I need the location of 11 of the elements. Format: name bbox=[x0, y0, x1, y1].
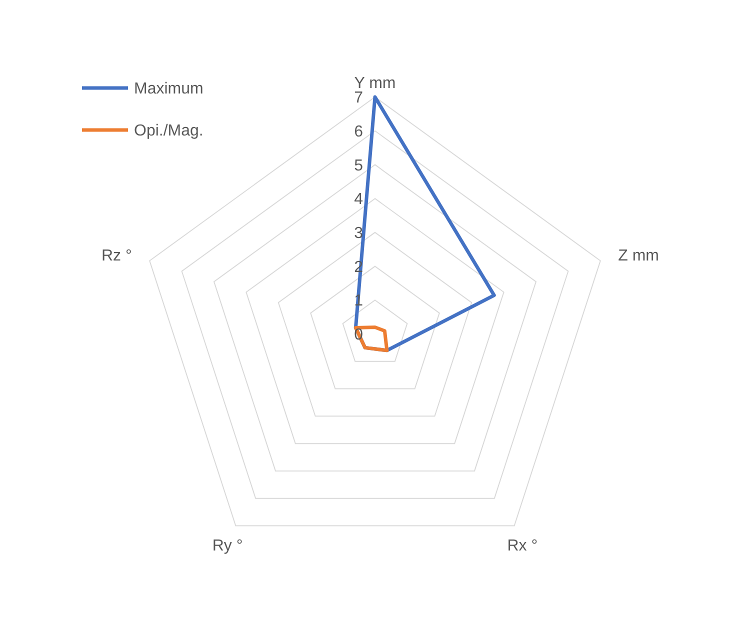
y-tick-label: 5 bbox=[354, 157, 364, 174]
legend-label: Opi./Mag. bbox=[134, 122, 204, 140]
spoke-label: Z mm bbox=[618, 248, 659, 265]
y-tick-label: 6 bbox=[354, 123, 364, 140]
legend-label: Maximum bbox=[134, 80, 204, 98]
spoke-label: Rx ° bbox=[507, 537, 538, 554]
y-tick-label: 7 bbox=[354, 90, 364, 107]
spoke-label: Rz ° bbox=[101, 248, 132, 265]
y-tick-label: 4 bbox=[354, 191, 364, 208]
spoke-label: Y mm bbox=[354, 74, 396, 92]
spoke-label: Ry ° bbox=[212, 537, 243, 554]
